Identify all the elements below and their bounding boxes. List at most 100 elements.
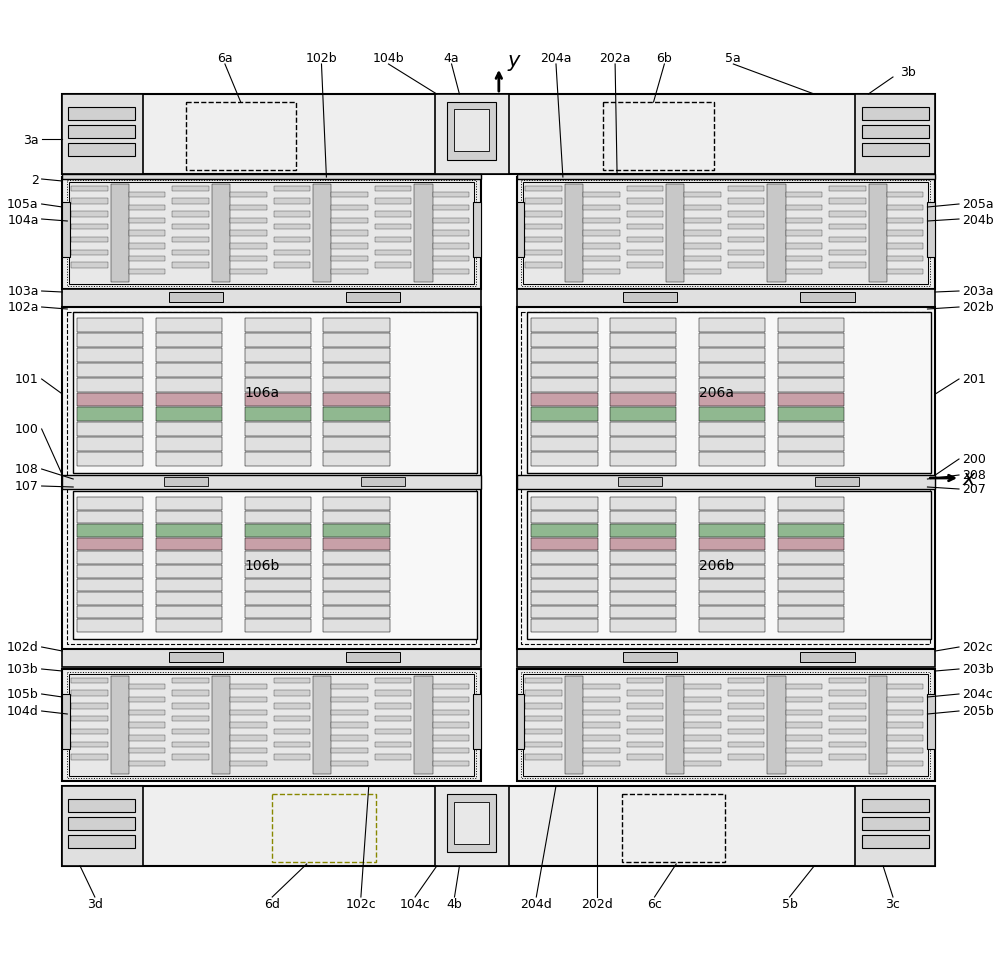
Bar [583, 710, 620, 715]
Bar [323, 379, 390, 392]
Bar [77, 379, 143, 392]
Text: 102a: 102a [7, 301, 39, 314]
Bar [627, 729, 663, 734]
Bar [323, 438, 390, 452]
Bar [887, 735, 923, 741]
Bar [274, 729, 310, 734]
Text: 105b: 105b [7, 688, 39, 701]
Bar [517, 669, 935, 781]
Bar [699, 565, 765, 578]
Bar [521, 673, 930, 778]
Bar [156, 453, 222, 466]
Bar [71, 716, 108, 722]
Bar [433, 735, 469, 741]
Text: 100: 100 [15, 423, 39, 436]
Bar [323, 620, 390, 632]
Bar [245, 525, 311, 537]
Text: 103b: 103b [7, 663, 39, 676]
Bar [62, 669, 481, 781]
Bar [323, 333, 390, 348]
Bar [435, 786, 509, 866]
Bar [699, 606, 765, 619]
Text: $y$: $y$ [507, 53, 522, 73]
Bar [829, 703, 866, 709]
Bar [610, 423, 676, 436]
Bar [869, 677, 887, 775]
Bar [531, 593, 598, 605]
Bar [887, 206, 923, 211]
Bar [77, 349, 143, 362]
Bar [610, 408, 676, 422]
Bar [156, 363, 222, 378]
Bar [274, 691, 310, 696]
Bar [473, 694, 481, 750]
Bar [786, 244, 822, 250]
Text: 3c: 3c [886, 898, 900, 911]
Bar [610, 525, 676, 537]
Bar [887, 269, 923, 275]
Bar [274, 754, 310, 760]
Bar [869, 185, 887, 283]
Bar [778, 552, 844, 564]
Text: 203a: 203a [962, 285, 993, 298]
Bar [699, 438, 765, 452]
Bar [274, 703, 310, 709]
Bar [565, 677, 583, 775]
Text: 3a: 3a [23, 134, 39, 146]
Bar [699, 393, 765, 407]
Text: 4b: 4b [447, 898, 462, 911]
Bar [172, 186, 209, 192]
Bar [786, 206, 822, 211]
Bar [77, 565, 143, 578]
Bar [517, 175, 935, 180]
Bar [778, 565, 844, 578]
Bar [331, 206, 368, 211]
Bar [829, 742, 866, 748]
Bar [375, 186, 411, 192]
Bar [521, 181, 930, 286]
Bar [323, 606, 390, 619]
Bar [527, 312, 931, 474]
Bar [323, 349, 390, 362]
Bar [361, 478, 405, 486]
Bar [778, 579, 844, 592]
Bar [583, 244, 620, 250]
Bar [230, 735, 267, 741]
Bar [71, 199, 108, 205]
Bar [375, 742, 411, 748]
Bar [699, 319, 765, 333]
Bar [525, 742, 562, 748]
Bar [156, 525, 222, 537]
Bar [245, 593, 311, 605]
Bar [245, 565, 311, 578]
Bar [62, 786, 935, 866]
Bar [77, 620, 143, 632]
Bar [73, 312, 477, 474]
Bar [666, 185, 684, 283]
Bar [156, 538, 222, 551]
Bar [517, 289, 935, 308]
Bar [186, 103, 296, 171]
Bar [156, 423, 222, 436]
Text: 205a: 205a [962, 198, 994, 211]
Bar [71, 703, 108, 709]
Bar [800, 293, 855, 303]
Bar [68, 144, 135, 157]
Bar [699, 620, 765, 632]
Bar [68, 835, 135, 849]
Bar [927, 694, 935, 750]
Bar [583, 761, 620, 767]
Bar [525, 691, 562, 696]
Bar [71, 691, 108, 696]
Bar [230, 193, 267, 198]
Text: 6b: 6b [656, 52, 672, 64]
Bar [531, 349, 598, 362]
Bar [156, 511, 222, 524]
Bar [778, 333, 844, 348]
Bar [583, 697, 620, 702]
Bar [414, 677, 433, 775]
Bar [245, 453, 311, 466]
Bar [684, 749, 721, 753]
Bar [67, 181, 476, 286]
Bar [531, 333, 598, 348]
